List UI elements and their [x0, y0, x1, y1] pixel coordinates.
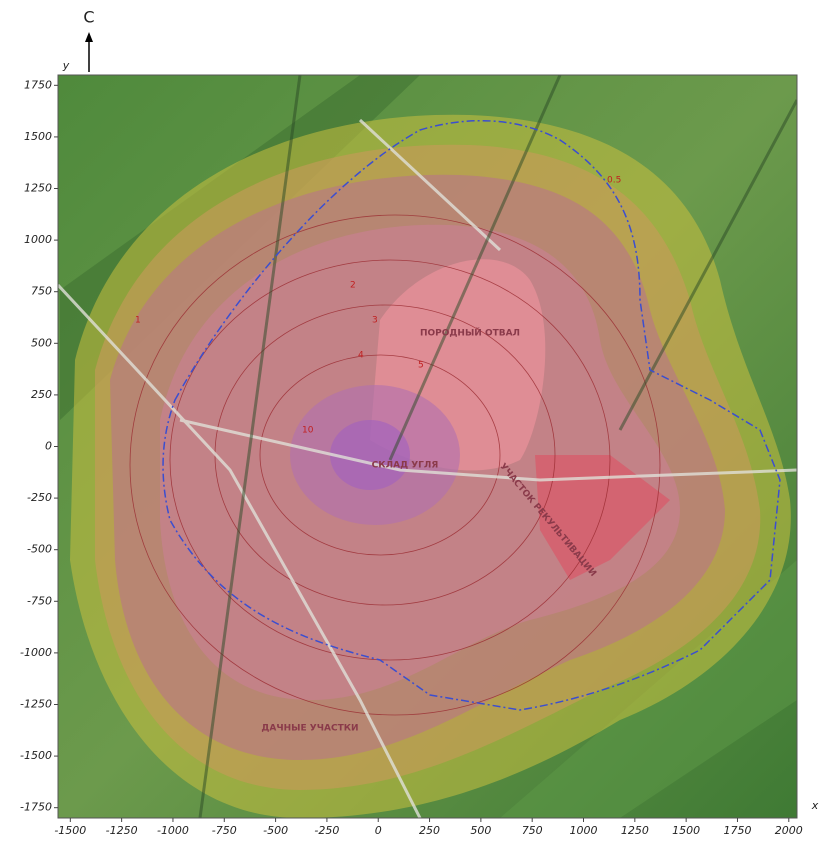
x-tick-label: -500: [263, 824, 288, 837]
x-tick-label: 2000: [775, 824, 803, 837]
y-axis-label: y: [62, 59, 70, 72]
y-tick-label: 1500: [24, 130, 52, 143]
map-image: [58, 75, 797, 818]
y-tick-label: 750: [31, 285, 52, 298]
x-tick-label: 250: [419, 824, 440, 837]
x-tick-label: -1250: [106, 824, 138, 837]
y-tick-label: -1000: [20, 646, 52, 659]
contour-label: 10: [302, 426, 314, 436]
y-tick-label: 1250: [24, 182, 52, 195]
x-tick-label: -250: [314, 824, 339, 837]
contour-label: 3: [372, 316, 378, 326]
area-label: СКЛАД УГЛЯ: [372, 461, 439, 471]
north-arrow-head: [85, 32, 93, 42]
x-tick-label: -1000: [157, 824, 189, 837]
map-figure: С y x ПОРОДНЫЙ ОТВАЛ СКЛАД УГЛЯ УЧАСТОК …: [0, 0, 822, 839]
contour-label: 5: [418, 361, 424, 371]
north-label: С: [83, 8, 94, 27]
y-tick-label: -1250: [20, 697, 52, 710]
contour-label: 4: [358, 351, 364, 361]
y-tick-label: -1750: [20, 801, 52, 814]
area-label: ДАЧНЫЕ УЧАСТКИ: [261, 724, 358, 734]
x-tick-label: -1500: [54, 824, 86, 837]
y-tick-label: -1500: [20, 749, 52, 762]
y-tick-label: 1000: [24, 233, 52, 246]
x-tick-label: 1500: [672, 824, 700, 837]
contour-label: 1: [135, 316, 141, 326]
x-tick-label: 1250: [621, 824, 649, 837]
y-tick-label: 250: [31, 388, 52, 401]
x-tick-label: 0: [375, 824, 382, 837]
contour-label: 2: [350, 281, 356, 291]
y-tick-label: -250: [27, 491, 52, 504]
x-tick-label: 1000: [570, 824, 598, 837]
y-tick-label: 500: [31, 336, 52, 349]
y-tick-label: 0: [45, 440, 52, 453]
area-label: ПОРОДНЫЙ ОТВАЛ: [420, 327, 520, 339]
y-tick-label: -500: [27, 543, 52, 556]
x-tick-label: 750: [522, 824, 543, 837]
x-tick-label: 1750: [723, 824, 751, 837]
y-tick-label: -750: [27, 594, 52, 607]
x-tick-label: -750: [212, 824, 237, 837]
contour-label: 0.5: [607, 176, 621, 186]
x-axis-label: x: [811, 799, 819, 812]
y-tick-label: 1750: [24, 78, 52, 91]
x-tick-label: 500: [470, 824, 491, 837]
